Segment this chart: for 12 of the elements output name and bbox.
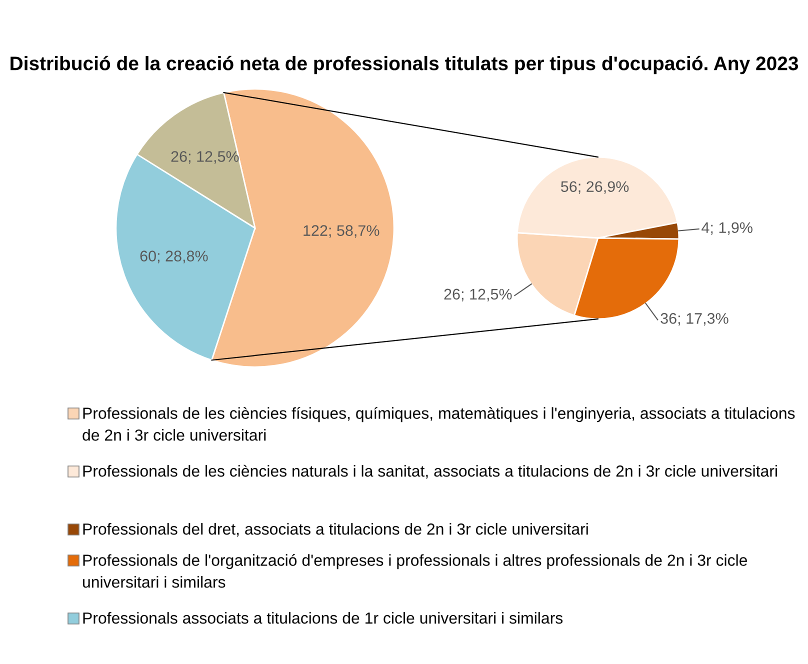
data-label: 56; 26,9%	[561, 181, 629, 194]
legend-label: Professionals de l'organització d'empreses i professionals i altres professionals de 2n i 3r cicle universitari i similars	[83, 554, 748, 588]
legend-label: Professionals del dret, associats a titulacions de 2n i 3r cicle universitari	[83, 523, 588, 537]
data-label: 36; 17,3%	[660, 313, 728, 326]
legend-label: Professionals de les ciències naturals i la sanitat, associats a titulacions de 2n i 3r cicle universitari	[83, 464, 777, 479]
data-label: 122; 58,7%	[304, 225, 380, 238]
chart-title: Distribució de la creació neta de professionals titulats per tipus d'ocupació. Any 2023	[10, 56, 798, 74]
legend-label: Professionals de les ciències físiques, químiques, matemàtiques i l'enginyeria, associats a titulacions de 2n i 3r cicle universitari	[82, 407, 795, 441]
data-label: 60; 28,8%	[140, 250, 208, 264]
data-label: 4; 1,9%	[702, 222, 752, 235]
data-label: 26; 12,5%	[444, 288, 512, 302]
legend-label: Professionals associats a titulacions de 1r cicle universitari i similars	[83, 612, 563, 624]
